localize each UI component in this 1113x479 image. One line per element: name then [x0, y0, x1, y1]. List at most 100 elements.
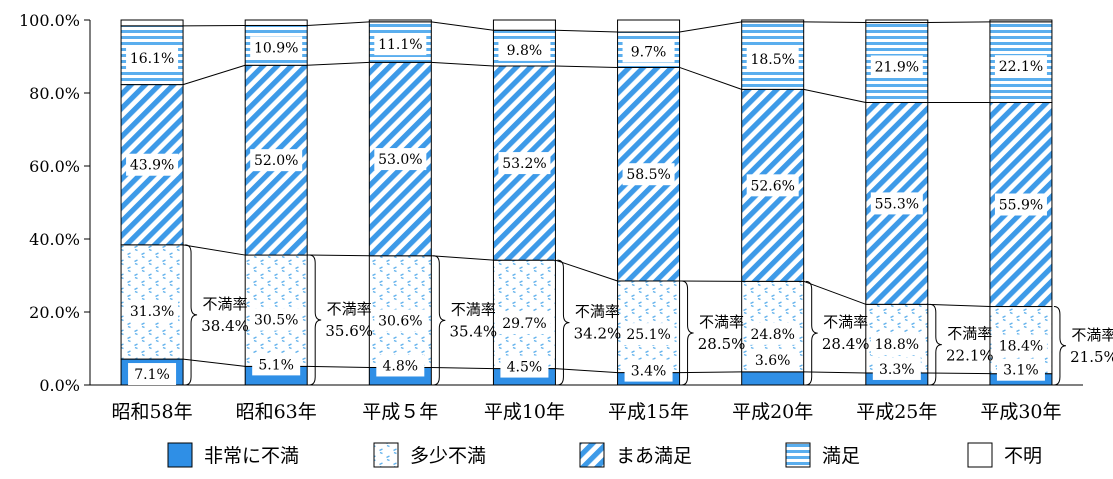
data-label: 52.0% [254, 153, 298, 169]
data-label-bg [250, 308, 303, 331]
y-tick-label: 60.0% [29, 157, 80, 176]
data-label-bg [126, 153, 179, 176]
data-label: 3.6% [755, 353, 791, 369]
bar-segment [244, 19, 308, 26]
data-label: 9.8% [507, 43, 543, 59]
rate-value: 22.1% [946, 347, 994, 365]
data-label: 31.3% [130, 304, 174, 320]
x-axis-labels: 昭和58年 昭和63年 平成５年 平成10年 平成15年 平成20年 平成25年 平成30年 [111, 401, 1061, 423]
rate-bracket [309, 254, 322, 386]
y-tick-label: 80.0% [29, 84, 80, 103]
rate-title: 不満率 [575, 303, 620, 321]
bar-segment [617, 19, 681, 33]
dissatisfaction-rate-annotations: 不満率 38.4% 不満率 35.6% 不満率 35.4% 不満率 34.2% 不満率 28.5%… [185, 244, 1113, 386]
data-label-bg [500, 355, 549, 378]
data-label: 53.0% [378, 152, 422, 168]
series-connector-line [555, 259, 618, 282]
legend-swatch [579, 442, 605, 468]
data-label-bg [624, 359, 673, 382]
bar-segment [865, 19, 929, 24]
rate-title: 不満率 [947, 325, 992, 343]
data-label-bg [746, 174, 799, 197]
legend-swatch [167, 442, 193, 468]
series-connector-line [679, 21, 742, 33]
x-tick-label: 平成５年 [362, 401, 438, 423]
data-label-bg [498, 152, 551, 175]
data-label-bg [374, 309, 427, 332]
data-label: 30.6% [378, 314, 422, 330]
y-tick-label: 40.0% [29, 230, 80, 249]
bar-segment [741, 19, 805, 23]
data-label: 55.9% [999, 198, 1043, 214]
x-tick-label: 平成30年 [980, 401, 1061, 423]
data-label-bg [870, 192, 923, 215]
rate-value: 34.2% [574, 325, 622, 343]
series-connector-line [431, 61, 494, 67]
data-label-bg [870, 333, 923, 356]
series-connector-line [555, 29, 618, 33]
series-connector-line [927, 303, 990, 308]
y-tick-label: 20.0% [29, 303, 80, 322]
data-label: 21.9% [875, 60, 919, 76]
series-connector-line [803, 21, 866, 24]
data-label-bg [994, 55, 1047, 78]
data-label-bg [376, 354, 425, 377]
data-label: 3.3% [879, 362, 915, 378]
legend-label: 不明 [1004, 445, 1042, 467]
legend-label: 多少不満 [410, 445, 486, 467]
data-label: 18.5% [750, 52, 794, 68]
series-connector-line [307, 21, 370, 26]
rate-value: 28.5% [698, 335, 746, 353]
data-label: 29.7% [502, 316, 546, 332]
data-label: 18.8% [875, 337, 919, 353]
legend-label: 満足 [822, 445, 860, 467]
data-label: 58.5% [626, 167, 670, 183]
x-tick-label: 平成15年 [608, 401, 689, 423]
data-label: 30.5% [254, 313, 298, 329]
series-connector-line [555, 65, 618, 68]
y-axis-ticks: 0.0% 20.0% 40.0% 60.0% 80.0% 100.0% [19, 11, 90, 395]
data-label: 4.5% [507, 360, 543, 376]
bar-segment [989, 19, 1053, 23]
rate-value: 38.4% [201, 317, 249, 335]
bar-segment [492, 19, 556, 31]
legend-label: まあ満足 [616, 445, 692, 467]
rate-bracket [557, 259, 570, 386]
data-label: 4.8% [383, 358, 419, 374]
rate-bracket [805, 280, 818, 386]
legend-swatch [785, 442, 811, 468]
series-connector-line [679, 371, 742, 374]
rate-title: 不満率 [451, 300, 496, 318]
data-label-bg [994, 193, 1047, 216]
series-connector-line [803, 371, 866, 374]
data-label: 52.6% [750, 178, 794, 194]
data-label-bg [622, 163, 675, 186]
y-tick-label: 0.0% [39, 376, 80, 395]
data-label: 22.1% [999, 59, 1043, 75]
data-label-bg [250, 36, 303, 59]
x-tick-label: 昭和58年 [111, 401, 192, 423]
y-tick-label: 100.0% [19, 11, 80, 30]
rate-title: 不満率 [699, 313, 744, 331]
rate-title: 不満率 [327, 300, 372, 318]
rate-bracket [681, 280, 694, 386]
data-label-bg [498, 38, 551, 61]
data-label-bg [126, 47, 179, 70]
legend-label: 非常に不満 [204, 445, 299, 467]
series-connector-line [307, 365, 370, 368]
rate-value: 21.5% [1070, 348, 1113, 366]
data-label-bg [374, 148, 427, 171]
x-tick-label: 平成20年 [732, 401, 813, 423]
rate-title: 不満率 [823, 313, 868, 331]
x-tick-label: 昭和63年 [236, 401, 317, 423]
rate-bracket [1053, 306, 1066, 386]
data-label: 43.9% [130, 158, 174, 174]
data-label: 16.1% [130, 51, 174, 67]
x-tick-label: 平成25年 [856, 401, 937, 423]
data-label-bg [872, 357, 921, 380]
series-connector-line [307, 61, 370, 66]
bar-segment [368, 19, 432, 23]
data-label: 55.3% [875, 196, 919, 212]
rate-bracket [185, 244, 198, 386]
